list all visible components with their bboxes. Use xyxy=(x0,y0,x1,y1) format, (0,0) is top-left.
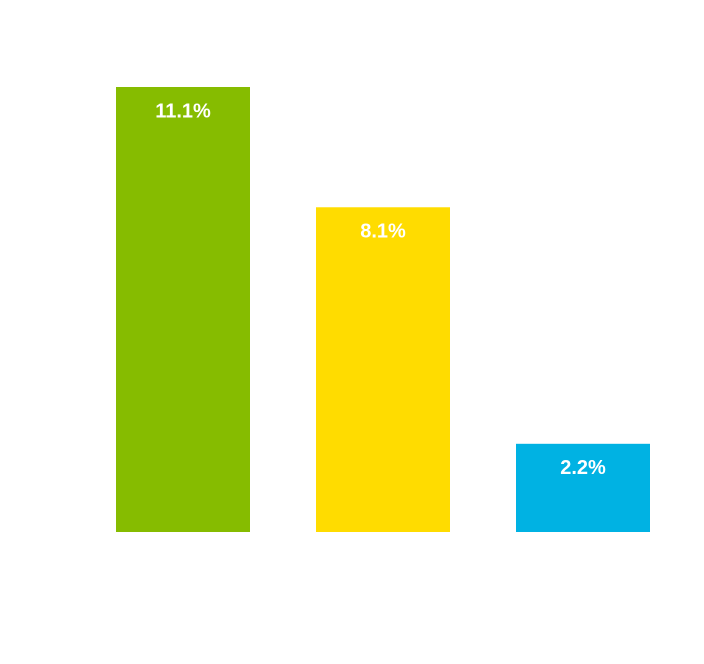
value-label: 2.2% xyxy=(560,457,606,479)
bar xyxy=(316,207,450,532)
bar xyxy=(116,87,250,532)
value-label: 11.1% xyxy=(155,100,211,122)
value-label: 8.1% xyxy=(360,221,406,243)
bar xyxy=(516,443,650,532)
